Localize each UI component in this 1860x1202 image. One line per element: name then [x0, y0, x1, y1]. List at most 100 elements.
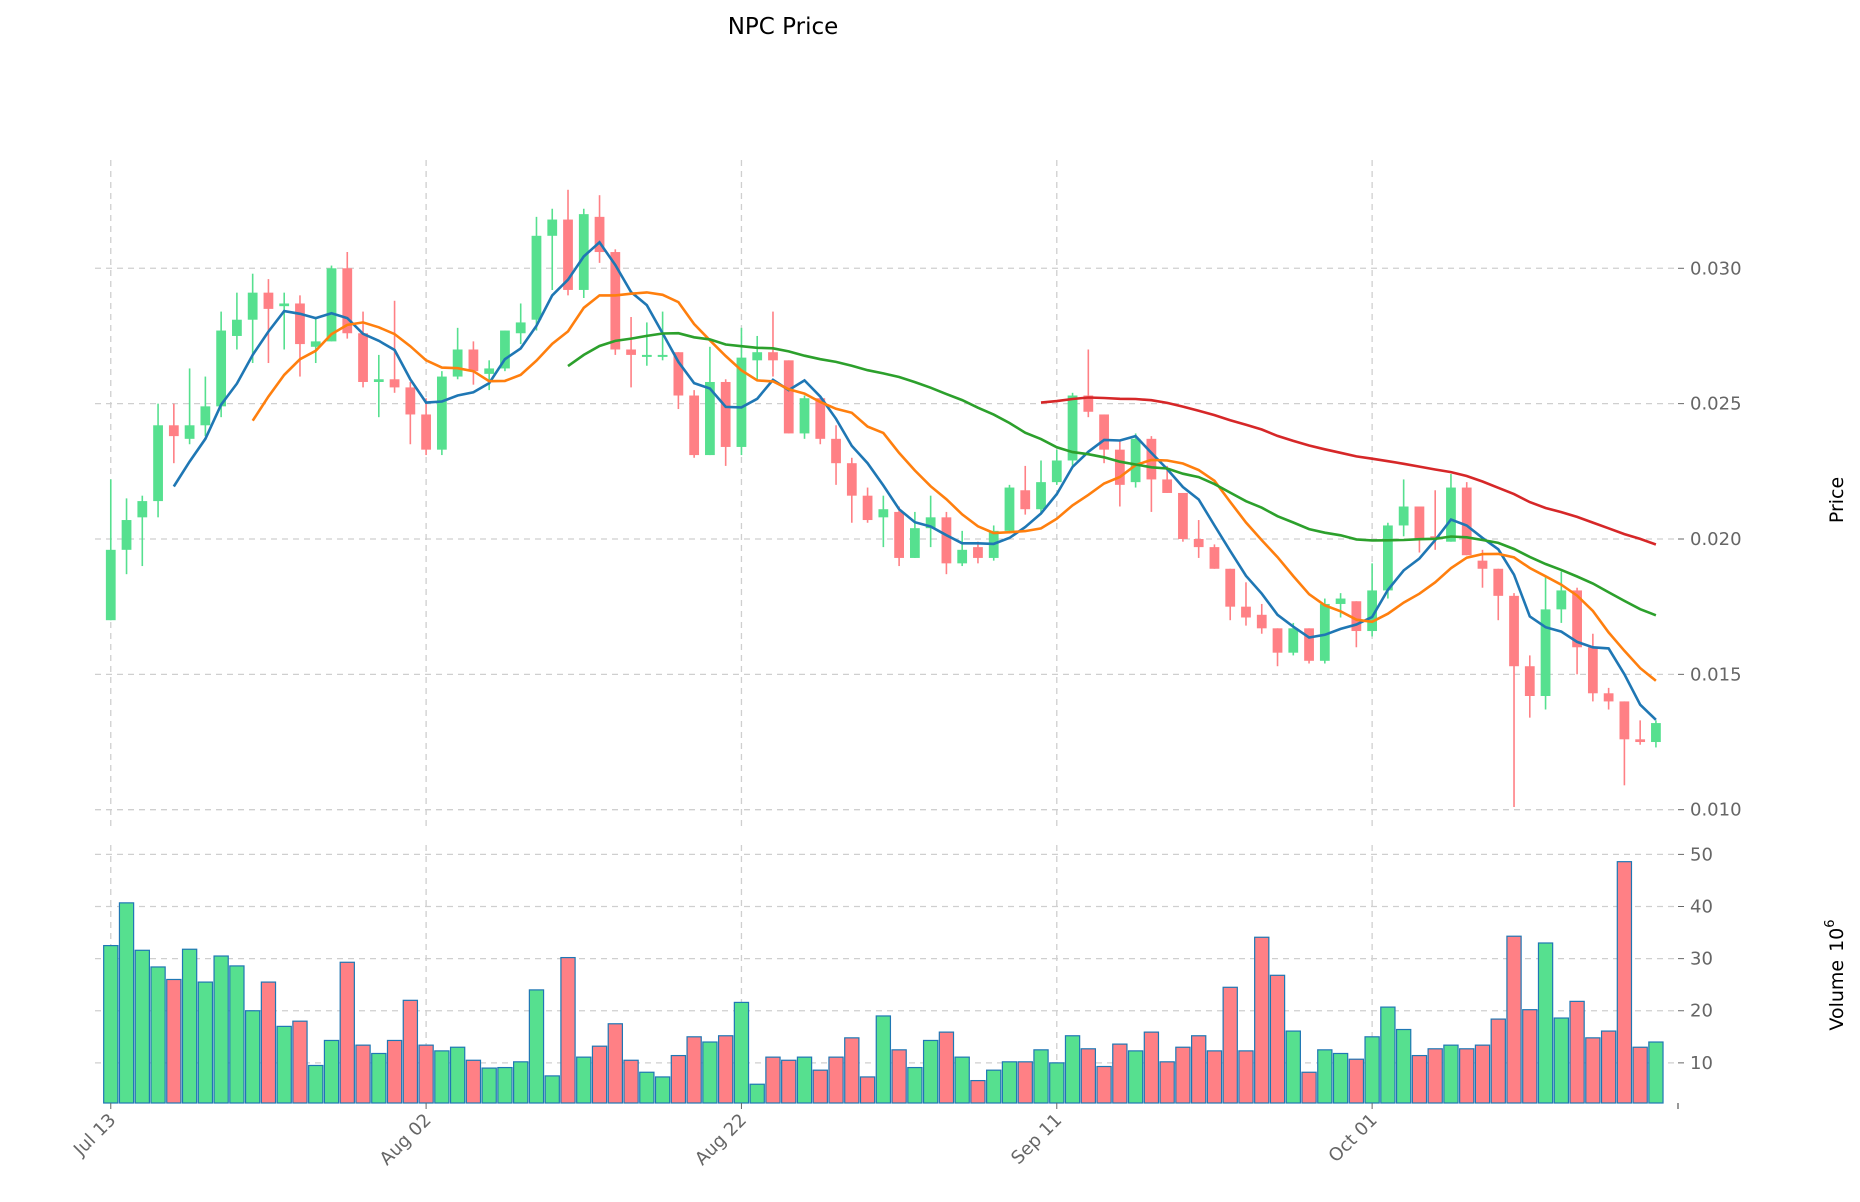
candle-body [279, 303, 290, 307]
volume-bar [1175, 1046, 1191, 1104]
candle-down [358, 311, 368, 388]
volume-bar [828, 1056, 844, 1104]
candle-body [941, 517, 952, 564]
candlesticks [105, 189, 1661, 807]
volume-bar [1269, 974, 1286, 1104]
candle-up [1651, 720, 1661, 748]
price-tick-label: 0.030 [1690, 258, 1742, 279]
candle-body [1083, 395, 1094, 412]
candle-body [547, 219, 558, 236]
candle-body [752, 352, 763, 361]
candle-down [941, 511, 952, 575]
candle-up [1036, 460, 1046, 515]
candle-up [484, 360, 495, 391]
volume-tick-label: 10 [1690, 1053, 1713, 1074]
candle-up [909, 511, 920, 558]
candle-body [1130, 438, 1141, 483]
volume-bar [1285, 1030, 1301, 1104]
candle-body [168, 425, 179, 437]
candle-up [216, 311, 227, 418]
candle-body [909, 528, 920, 558]
volume-bar [1238, 1050, 1254, 1104]
candle-body [232, 319, 242, 336]
volume-bar [954, 1056, 970, 1104]
candle-up [232, 292, 242, 350]
volume-bar [1017, 1061, 1033, 1104]
volume-bar [970, 1079, 986, 1104]
candle-up [200, 376, 211, 437]
candle-up [279, 292, 290, 350]
candle-body [641, 354, 652, 357]
candle-down [862, 487, 873, 523]
volume-bar [859, 1076, 876, 1104]
candle-body [925, 517, 936, 529]
volume-label-power: 6 [1823, 919, 1838, 927]
candle-body [1540, 609, 1551, 696]
volume-bar [1143, 1031, 1160, 1104]
volume-bar [654, 1076, 671, 1104]
candle-down [1603, 687, 1614, 710]
volume-bar [717, 1035, 734, 1104]
volume-bar [1600, 1030, 1617, 1104]
volume-bar [1411, 1054, 1428, 1104]
candle-body [594, 216, 605, 253]
candle-body [957, 549, 968, 564]
candle-up [1319, 598, 1330, 664]
candle-down [594, 195, 605, 263]
x-tick-label: Jul 13 [69, 1110, 120, 1161]
candle-body [1351, 601, 1362, 632]
candle-up [1335, 593, 1346, 618]
volume-bar [875, 1015, 892, 1104]
candle-body [216, 330, 227, 407]
volume-bar [844, 1037, 860, 1104]
volume-tick-label: 50 [1690, 844, 1713, 865]
volume-bar [260, 981, 277, 1104]
candle-down [1020, 465, 1031, 515]
x-tick-label: Oct 01 [1325, 1110, 1382, 1167]
volume-bar [1537, 942, 1554, 1104]
candle-body [1256, 614, 1267, 629]
volume-bar [1254, 936, 1270, 1104]
volume-bar [576, 1056, 592, 1104]
volume-bar [607, 1023, 624, 1104]
candle-body [815, 398, 826, 439]
candle-body [1414, 506, 1425, 539]
candle-body [1193, 538, 1204, 548]
volume-bar [733, 1001, 750, 1104]
candle-body [657, 354, 668, 357]
candle-body [531, 235, 542, 320]
price-tick-label: 0.025 [1690, 394, 1742, 415]
volume-bar [213, 955, 229, 1104]
candle-up [1383, 522, 1393, 599]
candle-body [1461, 487, 1472, 556]
volume-bar [244, 1010, 261, 1104]
candle-down [389, 300, 400, 393]
candle-body [673, 352, 684, 396]
volume-bar [339, 961, 355, 1104]
candle-up [310, 317, 321, 364]
volume-bar [1080, 1048, 1097, 1104]
candle-body [768, 352, 778, 361]
volume-bar [1443, 1044, 1459, 1104]
candle-body [862, 495, 873, 521]
candle-up [1367, 563, 1378, 637]
volume-bar [1522, 1009, 1538, 1104]
candle-body [705, 381, 715, 456]
candle-down [768, 311, 778, 377]
candle-body [1572, 590, 1582, 648]
volume-bar [796, 1056, 813, 1104]
volume-bar [1616, 861, 1633, 1104]
price-axis-label: Price [1826, 477, 1848, 523]
volume-bar [1112, 1043, 1128, 1104]
volume-bar [323, 1039, 340, 1104]
candle-down [815, 398, 826, 445]
candle-down [1083, 349, 1094, 418]
volume-bar [1506, 935, 1522, 1104]
volume-bar [1206, 1050, 1223, 1104]
candle-down [468, 341, 479, 385]
volume-bar [686, 1036, 702, 1104]
candle-body [1398, 506, 1409, 526]
candle-body [358, 333, 368, 382]
volume-bar [1332, 1052, 1349, 1104]
ma60-line [1040, 396, 1657, 546]
